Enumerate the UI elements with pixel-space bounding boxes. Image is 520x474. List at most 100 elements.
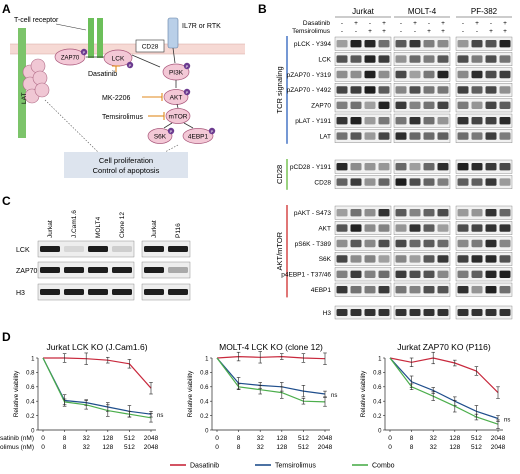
knockout-blot-band [168, 289, 188, 295]
blot-band [350, 163, 362, 171]
y-tick-label: 0 [31, 428, 35, 434]
blot-band [409, 286, 421, 294]
blot-band [457, 117, 469, 125]
pi3k-label: PI3K [169, 70, 184, 77]
blot-band [457, 209, 469, 217]
x-tick-label-dasatinib: 128 [449, 435, 460, 442]
ns-annotation: ns [331, 393, 337, 399]
viability-chart: MOLT-4 LCK KO (clone 12) 0 0.2 0.4 0.6 0.8 1 Re… [187, 342, 337, 451]
knockout-blot-strip [37, 240, 135, 258]
blot-strip [393, 52, 451, 67]
akt-node [163, 89, 189, 105]
lat-label: LAT [21, 93, 28, 104]
x-tick-label-dasatinib: 0 [215, 435, 219, 442]
treatment-label: Dasatinib [303, 20, 330, 27]
blot-band [437, 101, 449, 109]
blot-band [423, 70, 435, 79]
tcr-chain-2 [97, 18, 103, 58]
blot-band [364, 270, 376, 278]
panel-b-letter: B [258, 2, 267, 16]
knockout-blot-band [88, 267, 108, 273]
treatment-sign: - [428, 20, 430, 27]
outcome-box [64, 152, 188, 178]
il7r-label: IL7R or RTK [182, 23, 221, 30]
blot-band [378, 178, 390, 186]
blot-band [364, 209, 376, 217]
series-line [389, 357, 499, 394]
blot-band [471, 286, 483, 294]
blot-band [364, 101, 376, 109]
blot-band [395, 270, 407, 278]
blot-band [409, 55, 421, 63]
blot-band [437, 40, 449, 48]
series-line [43, 357, 152, 389]
blot-band [437, 239, 449, 248]
tcr-pointer [55, 23, 87, 31]
s6k-phospho-icon [167, 127, 175, 135]
blot-band [485, 132, 497, 140]
il7r-receptor-icon [167, 17, 179, 49]
blot-band [336, 55, 348, 63]
blot-band [350, 270, 362, 278]
knockout-blot-band [168, 267, 188, 273]
blot-row-label: 4EBP1 [311, 287, 332, 294]
x-tick-label-dasatinib: 2048 [491, 435, 506, 442]
blot-strip [334, 98, 392, 113]
blot-band [395, 117, 407, 125]
blot-band [364, 86, 376, 94]
x-tick-label-temsirolimus: 512 [298, 444, 309, 451]
blot-band [364, 239, 376, 248]
knockout-lane-label: Jurkat [47, 220, 54, 238]
treatment-sign: - [400, 20, 402, 27]
blot-strip [334, 221, 392, 235]
treatment-sign: - [341, 28, 343, 35]
blot-band [423, 309, 435, 316]
blot-band [423, 178, 435, 186]
blot-band [378, 255, 390, 263]
blot-band [336, 101, 348, 109]
blot-strip [334, 67, 392, 82]
x-tick-label-temsirolimus: 128 [102, 444, 113, 451]
blot-band [499, 224, 511, 232]
blot-strip [334, 36, 392, 51]
blot-band [423, 86, 435, 94]
blot-strip [393, 129, 451, 143]
blot-band [485, 70, 497, 79]
blot-band [499, 309, 511, 316]
blot-band [437, 55, 449, 63]
y-tick-label: 0.6 [200, 385, 209, 391]
blot-band [378, 117, 390, 125]
viability-chart: Jurkat LCK KO (J.Cam1.6) 0 0.2 0.4 0.6 0.8 1 Re… [13, 342, 163, 451]
x-tick-label-dasatinib: 32 [83, 435, 91, 442]
knockout-row-label: ZAP70 [16, 268, 38, 275]
blot-strip [334, 129, 392, 143]
blot-band [395, 70, 407, 79]
blot-band [378, 286, 390, 294]
blot-band [350, 101, 362, 109]
knockout-blot-band [40, 267, 60, 273]
mtor-outcome-dashed-line [164, 144, 179, 153]
blot-band [378, 239, 390, 248]
blot-band [485, 55, 497, 63]
treatment-sign: + [475, 20, 479, 27]
zap70-label: ZAP70 [61, 56, 80, 62]
blot-strip [455, 67, 513, 82]
blot-band [378, 309, 390, 316]
ns-annotation: ns [157, 413, 163, 419]
blot-strip [455, 282, 513, 297]
blot-band [378, 270, 390, 278]
blot-row-label: H3 [323, 310, 332, 317]
blot-band [395, 209, 407, 217]
pi3k-phospho-icon [183, 62, 191, 70]
blot-strip [393, 282, 451, 297]
blot-band [457, 70, 469, 79]
blot-strip [393, 236, 451, 251]
x-tick-label-dasatinib: 0 [41, 435, 45, 442]
treatment-label: Temsirolimus [292, 28, 331, 35]
knockout-blot-band [40, 289, 60, 295]
blot-strip [334, 205, 392, 220]
blot-band [409, 101, 421, 109]
blot-band [499, 255, 511, 263]
blot-band [499, 270, 511, 278]
blot-band [437, 270, 449, 278]
